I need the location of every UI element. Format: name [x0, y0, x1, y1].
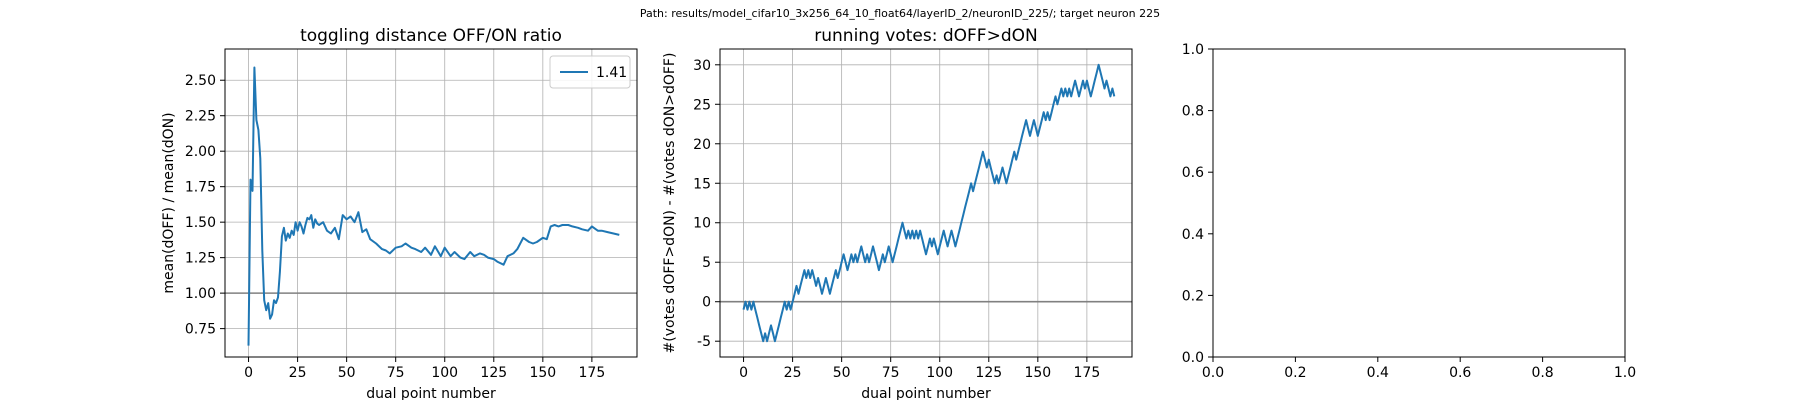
y-tick-label: 2.00 — [185, 144, 216, 160]
legend-label: 1.41 — [596, 65, 627, 81]
y-tick-label: 1.0 — [1182, 42, 1204, 58]
x-tick-label: 0.0 — [1202, 365, 1224, 381]
x-tick-label: 50 — [338, 365, 356, 381]
y-tick-label: 0.8 — [1182, 104, 1204, 120]
y-tick-label: 5 — [702, 255, 711, 271]
x-tick-label: 100 — [431, 365, 458, 381]
series-line — [742, 63, 1116, 343]
x-tick-label: 175 — [579, 365, 606, 381]
y-tick-label: 2.50 — [185, 73, 216, 89]
chart-ratio: 0 25 50 75 100 125 150 175 0.75 1.00 1.25 1.50 1.75 2… — [161, 26, 638, 402]
legend: 1.41 — [549, 55, 631, 89]
series-line — [247, 66, 620, 346]
y-tick-label: -5 — [697, 334, 711, 350]
x-tick-label: 150 — [529, 365, 556, 381]
x-tick-label: 0 — [739, 365, 748, 381]
y-tick-label: 15 — [693, 176, 711, 192]
x-tick-label: 25 — [289, 365, 307, 381]
x-tick-label: 175 — [1074, 365, 1101, 381]
chart-empty: 0.0 0.2 0.4 0.6 0.8 1.0 0.0 0.2 0.4 0.6 0.8 1.0 — [1182, 42, 1636, 381]
y-tick-label: 25 — [693, 97, 711, 113]
y-axis-label: #(votes dOFF>dON) - #(votes dON>dOFF) — [662, 53, 678, 354]
y-axis-label: mean(dOFF) / mean(dON) — [161, 112, 177, 293]
x-tick-label: 125 — [480, 365, 507, 381]
axes-frame — [224, 48, 638, 358]
y-tick-label: 0.4 — [1182, 227, 1204, 243]
chart-running-votes: 0 25 50 75 100 125 150 175 -5 0 5 10 15 20 25 30 running… — [662, 26, 1133, 402]
y-tick-label: 0 — [702, 295, 711, 311]
axes-frame — [719, 48, 1133, 358]
y-tick-label: 2.25 — [185, 109, 216, 125]
x-tick-label: 75 — [882, 365, 900, 381]
x-tick-label: 125 — [975, 365, 1002, 381]
y-tick-label: 0.6 — [1182, 165, 1204, 181]
x-tick-label: 25 — [784, 365, 802, 381]
y-tick-label: 0.2 — [1182, 288, 1204, 304]
axes-frame — [1212, 48, 1626, 358]
x-tick-label: 100 — [926, 365, 953, 381]
x-tick-label: 0.6 — [1449, 365, 1471, 381]
y-tick-label: 1.50 — [185, 215, 216, 231]
figure-suptitle: Path: results/model_cifar10_3x256_64_10_… — [640, 7, 1160, 20]
y-tick-label: 1.75 — [185, 180, 216, 196]
x-tick-label: 0.8 — [1531, 365, 1553, 381]
x-tick-label: 0.4 — [1367, 365, 1389, 381]
y-tick-label: 0.0 — [1182, 350, 1204, 366]
y-tick-label: 30 — [693, 58, 711, 74]
x-tick-label: 1.0 — [1614, 365, 1636, 381]
x-tick-label: 75 — [387, 365, 405, 381]
x-tick-label: 50 — [833, 365, 851, 381]
x-tick-label: 0 — [244, 365, 253, 381]
y-tick-label: 1.25 — [185, 251, 216, 267]
x-tick-label: 150 — [1024, 365, 1051, 381]
chart-title: running votes: dOFF>dON — [814, 26, 1037, 46]
x-tick-label: 0.2 — [1284, 365, 1306, 381]
chart-title: toggling distance OFF/ON ratio — [300, 26, 562, 46]
x-axis-label: dual point number — [861, 386, 991, 400]
legend-frame — [549, 55, 631, 89]
y-tick-label: 20 — [693, 137, 711, 153]
y-tick-label: 0.75 — [185, 322, 216, 338]
y-tick-label: 1.00 — [185, 286, 216, 302]
y-tick-label: 10 — [693, 216, 711, 232]
x-axis-label: dual point number — [366, 386, 496, 400]
